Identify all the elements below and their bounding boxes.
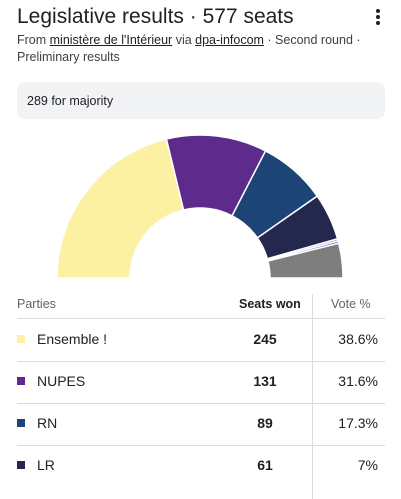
menu-dot	[376, 15, 380, 19]
column-divider	[312, 294, 313, 499]
vote-value: 31.6%	[338, 373, 378, 389]
row-divider	[17, 445, 385, 446]
party-color-swatch	[17, 419, 25, 427]
source-link-dpa[interactable]: dpa-infocom	[195, 33, 264, 47]
party-name: Ensemble !	[37, 331, 108, 347]
table-row-rn[interactable]: RN 89 17.3%	[0, 404, 401, 446]
seats-value: 61	[257, 457, 273, 473]
vote-value: 7%	[357, 457, 378, 473]
party-color-swatch	[17, 335, 25, 343]
seats-value: 245	[253, 331, 277, 347]
hemicycle-segment-0[interactable]	[56, 138, 185, 279]
majority-banner: 289 for majority	[17, 82, 385, 119]
source-link-ministere[interactable]: ministère de l'Intérieur	[49, 33, 173, 47]
party-name: LR	[37, 457, 55, 473]
table-row-lr[interactable]: LR 61 7%	[0, 446, 401, 488]
more-vert-icon[interactable]	[370, 8, 386, 26]
seats-value: 131	[253, 373, 277, 389]
seats-value: 89	[257, 415, 273, 431]
row-divider	[17, 361, 385, 362]
hemicycle-segment-6[interactable]	[266, 242, 344, 279]
party-color-swatch	[17, 377, 25, 385]
header-parties: Parties	[17, 297, 56, 311]
row-divider	[17, 318, 385, 319]
header-seats-won: Seats won	[239, 297, 301, 311]
table-row-ensemble[interactable]: Ensemble ! 245 38.6%	[0, 320, 401, 362]
vote-value: 38.6%	[338, 331, 378, 347]
majority-text: 289 for majority	[27, 94, 114, 108]
hemicycle-chart	[56, 134, 344, 279]
party-name: RN	[37, 415, 58, 431]
menu-dot	[376, 9, 380, 13]
party-name: NUPES	[37, 373, 86, 389]
page-title: Legislative results · 577 seats	[17, 5, 294, 28]
source-prefix: From	[17, 33, 50, 47]
party-color-swatch	[17, 461, 25, 469]
menu-dot	[376, 21, 380, 25]
source-suffix: · Second round · Preliminary results	[17, 33, 361, 64]
vote-value: 17.3%	[338, 415, 378, 431]
source-via: via	[172, 33, 196, 47]
source-line: From ministère de l'Intérieur via dpa-in…	[17, 32, 387, 66]
row-divider	[17, 403, 385, 404]
header-vote-percent: Vote %	[331, 297, 371, 311]
table-row-nupes[interactable]: NUPES 131 31.6%	[0, 362, 401, 404]
